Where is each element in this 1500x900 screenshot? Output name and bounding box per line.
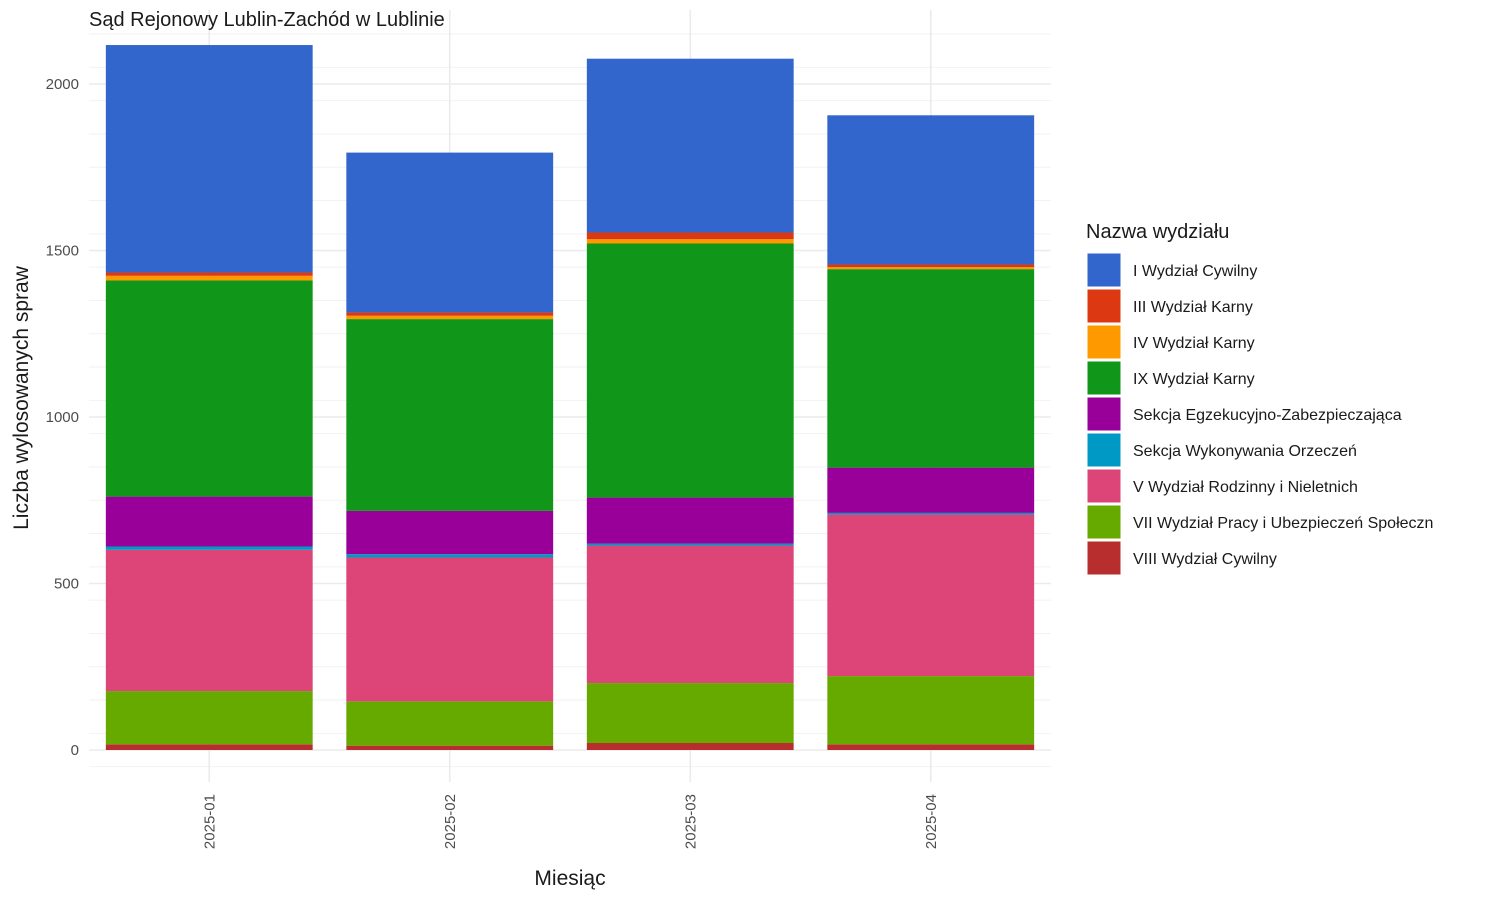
bar-segment (827, 264, 1035, 268)
legend-label: IX Wydział Karny (1133, 371, 1255, 388)
legend-swatch (1086, 396, 1122, 432)
x-tick-label: 2025-03 (682, 794, 699, 849)
bar-segment (346, 701, 554, 746)
bar-segment (827, 267, 1035, 270)
y-axis-ticks: 0 500 1000 1500 2000 (46, 76, 79, 759)
bar-segment (346, 319, 554, 511)
legend-swatch (1086, 504, 1122, 540)
x-tick-label: 2025-04 (923, 794, 940, 849)
y-axis-title: Liczba wylosowanych spraw (10, 265, 33, 530)
bar-segment (105, 275, 313, 281)
legend-label: VII Wydział Pracy i Ubezpieczeń Społeczn (1133, 515, 1433, 532)
bar-segment (346, 554, 554, 558)
legend-label: V Wydział Rodzinny i Nieletnich (1133, 479, 1358, 496)
bar-segment (586, 543, 794, 546)
bar-segment (105, 45, 313, 273)
x-tick-label: 2025-01 (201, 794, 218, 849)
bar-segment (586, 239, 794, 244)
bar-segment (586, 743, 794, 750)
legend: Nazwa wydziału I Wydział Cywilny III Wydz… (1086, 221, 1433, 576)
legend-label: VIII Wydział Cywilny (1133, 551, 1277, 568)
legend-swatch (1086, 432, 1122, 468)
chart-title: Sąd Rejonowy Lublin-Zachód w Lublinie (89, 9, 445, 31)
x-tick-label: 2025-02 (442, 794, 459, 849)
bar-segment (346, 315, 554, 320)
bar-segment (346, 557, 554, 702)
bar-segment (827, 115, 1035, 265)
bar-segment (105, 280, 313, 497)
x-axis-title: Miesiąc (534, 867, 605, 890)
y-tick-label: 0 (71, 742, 79, 759)
bar-segment (105, 744, 313, 750)
bar-segment (346, 745, 554, 750)
legend-swatch (1086, 324, 1122, 360)
bar-segment (586, 497, 794, 544)
bar-segment (105, 496, 313, 547)
legend-swatch (1086, 360, 1122, 396)
bar-segment (346, 152, 554, 313)
bar-segment (105, 549, 313, 692)
legend-swatch (1086, 468, 1122, 504)
bar-segment (586, 683, 794, 744)
legend-label: Sekcja Egzekucyjno-Zabezpieczająca (1133, 407, 1402, 424)
bar-segment (586, 232, 794, 240)
bar-segment (827, 744, 1035, 750)
bar-segment (827, 676, 1035, 745)
bar-segment (346, 312, 554, 316)
bar-segment (346, 510, 554, 555)
bar-segment (105, 546, 313, 550)
bar-segment (105, 272, 313, 276)
bar-segment (586, 545, 794, 684)
legend-label: IV Wydział Karny (1133, 335, 1255, 352)
bar-segment (827, 514, 1035, 677)
x-axis-ticks: 2025-01 2025-02 2025-03 2025-04 (201, 794, 940, 849)
legend-title: Nazwa wydziału (1086, 221, 1229, 243)
bar-segment (586, 58, 794, 233)
y-tick-label: 500 (54, 576, 79, 593)
legend-swatch (1086, 540, 1122, 576)
bar-segment (827, 512, 1035, 515)
legend-swatch (1086, 252, 1122, 288)
legend-label: I Wydział Cywilny (1133, 263, 1257, 280)
bar-segment (827, 269, 1035, 468)
legend-label: III Wydział Karny (1133, 299, 1253, 316)
y-tick-label: 2000 (46, 76, 79, 93)
bar-segment (586, 243, 794, 498)
y-tick-label: 1000 (46, 409, 79, 426)
legend-swatch (1086, 288, 1122, 324)
legend-label: Sekcja Wykonywania Orzeczeń (1133, 443, 1357, 460)
bars (105, 45, 1035, 750)
bar-segment (827, 467, 1035, 513)
y-tick-label: 1500 (46, 243, 79, 260)
bar-segment (105, 691, 313, 745)
